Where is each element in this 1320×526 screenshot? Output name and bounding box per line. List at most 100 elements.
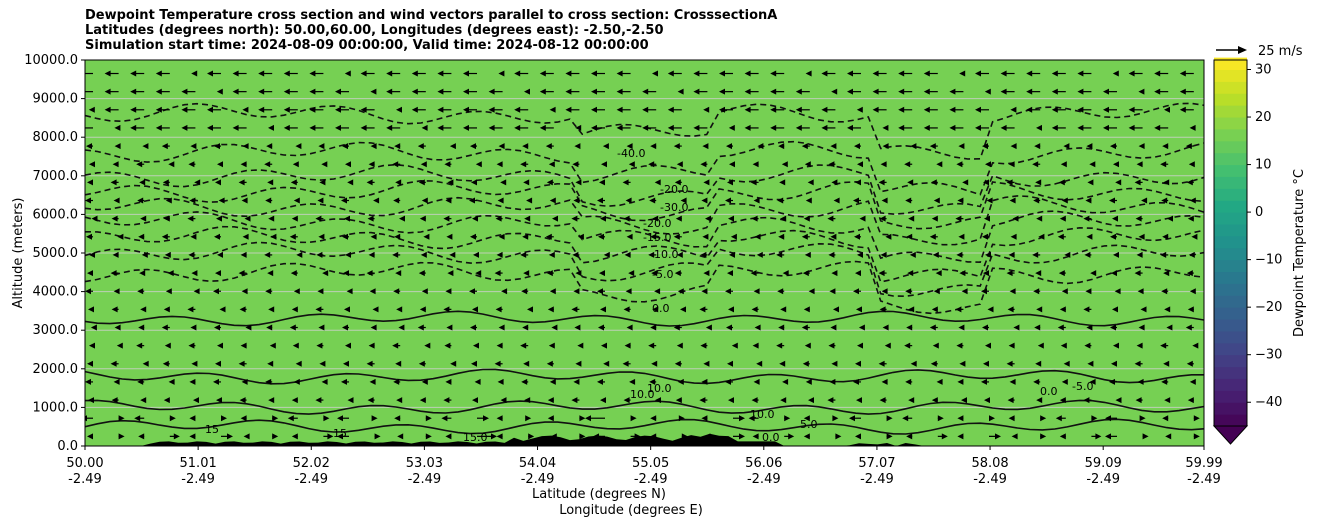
wind-vector [86, 143, 93, 150]
wind-vector [418, 270, 426, 277]
wind-vector [397, 433, 404, 440]
wind-vector [854, 143, 861, 150]
wind-vector [168, 378, 175, 385]
wind-vector [784, 415, 791, 422]
wind-vector [1193, 433, 1200, 440]
wind-vector [1051, 106, 1066, 113]
wind-vector [1077, 88, 1092, 95]
wind-vector [795, 124, 810, 131]
wind-vector [981, 378, 989, 385]
wind-vector [1154, 88, 1169, 95]
contour-label: -40.0 [617, 147, 645, 160]
wind-vector [347, 397, 354, 404]
y-tick-label: 8000.0 [33, 130, 79, 145]
wind-vector [155, 88, 170, 95]
wind-vector [1011, 433, 1018, 440]
contour-line-negative [85, 179, 1204, 230]
wind-vector [1165, 433, 1172, 440]
wind-vector [1086, 233, 1093, 240]
wind-vector [470, 143, 477, 150]
wind-vector [744, 124, 759, 131]
x-tick-label-lon: -2.49 [860, 472, 894, 487]
wind-vector [937, 433, 948, 440]
wind-vector [931, 306, 938, 313]
wind-vector [930, 179, 938, 186]
colorbar-segment [1214, 117, 1247, 130]
wind-vector [905, 197, 913, 204]
y-tick-label: 7000.0 [33, 169, 79, 184]
wind-vector [116, 342, 123, 349]
wind-vector [597, 288, 605, 295]
wind-vector [956, 161, 964, 168]
wind-vector [370, 324, 377, 331]
wind-vector [317, 288, 324, 295]
wind-vector [1033, 197, 1041, 204]
wind-vector [138, 233, 145, 240]
wind-vector [138, 433, 145, 440]
wind-vector [441, 415, 452, 422]
wind-vector [1038, 233, 1045, 240]
colorbar-segment [1214, 414, 1247, 427]
wind-vector [272, 415, 279, 422]
wind-vector [552, 215, 558, 222]
wind-vector [703, 179, 710, 186]
wind-vector [500, 397, 507, 404]
wind-vector [886, 415, 893, 422]
contour-label: 0.0 [652, 302, 670, 315]
contour-label: 10.0 [750, 408, 775, 421]
contour-line-negative [85, 140, 1204, 196]
wind-vector [463, 70, 477, 77]
wind-vector [289, 324, 298, 331]
wind-vector [1000, 88, 1015, 95]
wind-vector [113, 288, 120, 295]
wind-vector [579, 415, 586, 422]
wind-vector [704, 433, 711, 440]
wind-vector [1134, 270, 1143, 277]
wind-vector [396, 397, 403, 404]
wind-vector [577, 342, 584, 349]
wind-vector [1112, 70, 1119, 77]
wind-vector [1059, 306, 1066, 313]
wind-vector [419, 306, 426, 313]
x-tick-label-lat: 50.00 [66, 456, 103, 471]
wind-vector [855, 433, 861, 440]
wind-vector [932, 251, 939, 258]
wind-vector [880, 251, 887, 258]
wind-vector [1033, 288, 1041, 295]
wind-vector [730, 233, 737, 240]
wind-vector [1036, 397, 1043, 404]
wind-vector [795, 88, 810, 95]
wind-vector [1063, 143, 1070, 150]
colorbar-segment [1214, 378, 1247, 391]
wind-vector [1084, 251, 1092, 258]
wind-vector [680, 306, 686, 313]
wind-vector [957, 433, 964, 440]
wind-vector [622, 360, 631, 367]
wind-vector [728, 124, 735, 131]
wind-vector [1057, 324, 1066, 331]
wind-vector [853, 288, 861, 295]
wind-vector [579, 433, 586, 440]
wind-vector [1164, 306, 1171, 313]
wind-vector [854, 233, 861, 240]
wind-vector [473, 251, 479, 258]
wind-vector [782, 270, 789, 277]
wind-vector [471, 179, 477, 186]
wind-vector [393, 197, 401, 204]
wind-vector [832, 415, 839, 422]
wind-vector [1138, 88, 1145, 95]
wind-vector [1160, 161, 1169, 168]
wind-vector [803, 415, 810, 422]
wind-vector [731, 342, 738, 349]
wind-vector [1103, 106, 1117, 113]
wind-vector [1040, 415, 1047, 422]
contour-label: -30.0 [660, 201, 688, 214]
wind-vector [858, 324, 865, 331]
wind-vector [719, 88, 733, 95]
wind-vector [808, 288, 815, 295]
wind-key: 25 m/s [1216, 44, 1303, 59]
wind-vector [780, 397, 787, 404]
wind-vector [194, 179, 201, 186]
wind-vector [727, 270, 733, 277]
wind-vector [628, 270, 635, 277]
